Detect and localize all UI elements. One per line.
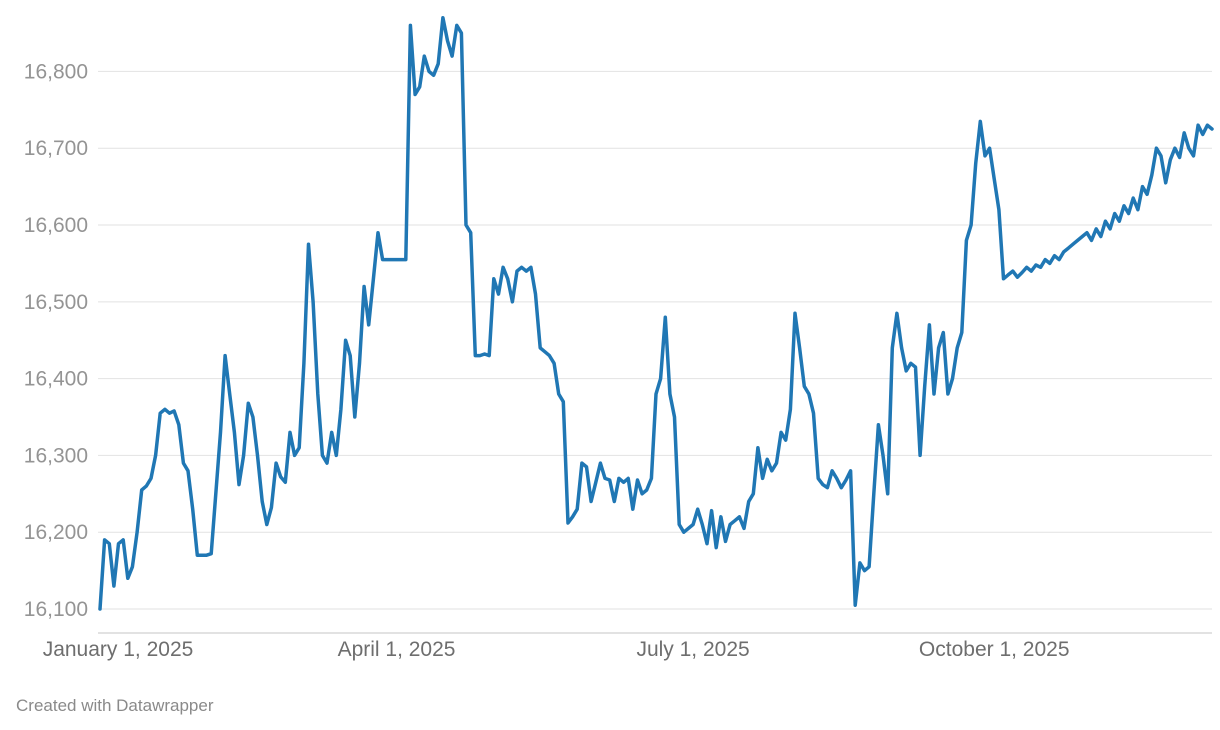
line-chart-svg: 16,100 16,200 16,300 16,400 16,500 16,600 16,7… (24, 15, 1214, 661)
y-tick-label: 16,200 (24, 521, 88, 544)
y-tick-label: 16,700 (24, 137, 88, 160)
x-tick-label: January 1, 2025 (43, 638, 194, 661)
series-line (98, 15, 1214, 611)
y-tick-label: 16,400 (24, 368, 88, 391)
line-chart: 16,100 16,200 16,300 16,400 16,500 16,600 16,7… (24, 15, 1214, 661)
y-tick-label: 16,300 (24, 444, 88, 467)
credit-link[interactable]: Created with Datawrapper (16, 696, 214, 715)
x-tick-label: October 1, 2025 (919, 638, 1070, 661)
chart-credit: Created with Datawrapper (16, 696, 213, 716)
y-tick-label: 16,100 (24, 598, 88, 621)
x-tick-label: July 1, 2025 (636, 638, 749, 661)
y-tick-label: 16,600 (24, 214, 88, 237)
y-tick-label: 16,500 (24, 291, 88, 314)
y-tick-label: 16,800 (24, 60, 88, 83)
x-tick-label: April 1, 2025 (338, 638, 456, 661)
